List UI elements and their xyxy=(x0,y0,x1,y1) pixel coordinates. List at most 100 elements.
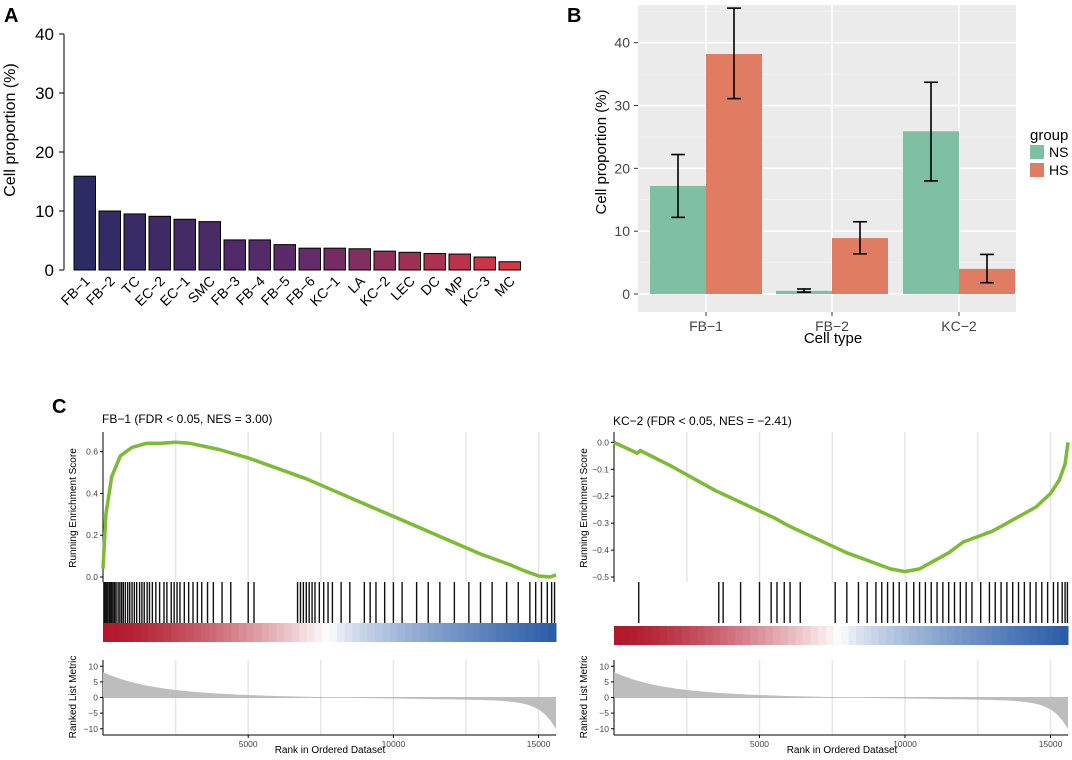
gsea-fb1-y2-label: Ranked List Metric xyxy=(68,656,79,739)
gsea-fb1-x-label: Rank in Ordered Dataset xyxy=(275,745,386,756)
gsea-rank-color-segment xyxy=(999,626,1008,645)
gsea-rank-color-segment xyxy=(170,623,179,642)
gsea-rank-color-segment xyxy=(644,626,653,645)
gsea-rank-color-segment xyxy=(503,623,512,642)
gsea-rank-color-segment xyxy=(810,626,819,645)
panel-a-bar xyxy=(473,256,496,271)
gsea-rank-color-segment xyxy=(893,626,903,645)
gsea-rank-color-segment xyxy=(163,623,172,642)
panel-a-bar xyxy=(423,252,446,271)
panel-a-bar xyxy=(323,247,346,271)
gsea-rank-color-segment xyxy=(359,623,368,642)
gsea-score-y-tick-label: −0.1 xyxy=(592,464,609,474)
gsea-score-y-tick-label: −0.4 xyxy=(592,545,609,555)
gsea-rank-color-segment xyxy=(133,623,142,642)
gsea-rank-color-segment xyxy=(795,626,804,645)
panel-a-y-tick-label: 40 xyxy=(35,25,54,44)
gsea-rank-color-segment xyxy=(984,626,993,645)
gsea-rank-color-segment xyxy=(651,626,660,645)
panel-b-y-tick-label: 20 xyxy=(614,160,630,176)
panel-a-bar xyxy=(98,210,121,271)
panel-a-x-tick-label: DC xyxy=(417,273,443,299)
gsea-rank-color-segment xyxy=(750,626,759,645)
gsea-rank-color-segment xyxy=(992,626,1001,645)
gsea-rank-color-segment xyxy=(621,626,630,645)
panel-a-bar xyxy=(223,239,246,271)
gsea-kc2-title: KC−2 (FDR < 0.05, NES = −2.41) xyxy=(613,414,792,428)
gsea-rank-color-segment xyxy=(201,623,210,642)
gsea-score-y-tick-label: −0.3 xyxy=(592,518,609,528)
gsea-rank-color-segment xyxy=(533,623,542,642)
gsea-rank-color-segment xyxy=(878,626,887,645)
gsea-rank-color-segment xyxy=(1037,626,1046,645)
gsea-rank-color-segment xyxy=(223,623,232,642)
gsea-rank-color-segment xyxy=(666,626,676,645)
panel-a-bar xyxy=(148,215,171,271)
gsea-rank-color-segment xyxy=(848,626,857,645)
gsea-rank-color-segment xyxy=(344,623,353,642)
panel-a-bar xyxy=(173,218,196,271)
panel-label-c: C xyxy=(52,396,66,418)
gsea-x-tick-label: 10000 xyxy=(382,739,406,749)
gsea-rank-color-segment xyxy=(689,626,698,645)
gsea-rank-color-segment xyxy=(103,623,112,642)
gsea-rank-color-segment xyxy=(306,623,315,642)
gsea-rank-color-segment xyxy=(735,626,744,645)
gsea-rank-color-segment xyxy=(909,626,918,645)
gsea-metric-y-tick-label: 10 xyxy=(600,661,610,671)
gsea-score-y-tick-label: 0.2 xyxy=(86,530,98,540)
gsea-rank-color-segment xyxy=(946,626,955,645)
panel-b-y-axis-label: Cell proportion (%) xyxy=(593,89,610,214)
gsea-rank-color-segment xyxy=(1007,626,1016,645)
gsea-rank-color-segment xyxy=(727,626,736,645)
gsea-rank-color-segment xyxy=(480,623,489,642)
gsea-metric-y-tick-label: 0 xyxy=(93,693,98,703)
gsea-rank-color-segment xyxy=(788,626,797,645)
gsea-metric-y-tick-label: 5 xyxy=(604,677,609,687)
gsea-metric-y-tick-label: −5 xyxy=(599,708,609,718)
panel-a-x-tick-label: LEC xyxy=(387,273,418,304)
panel-b-y-tick-label: 10 xyxy=(614,223,630,239)
gsea-score-y-tick-label: −0.5 xyxy=(592,572,609,582)
gsea-rank-color-segment xyxy=(118,623,127,642)
panel-a-bar xyxy=(448,253,471,271)
gsea-ranked-metric-area xyxy=(103,672,556,730)
panel-a-x-tick-label: FB−2 xyxy=(83,273,118,308)
panel-a-y-tick-label: 30 xyxy=(35,84,54,103)
gsea-rank-color-segment xyxy=(765,626,774,645)
panel-a-bar xyxy=(123,213,146,271)
gsea-rank-color-segment xyxy=(405,623,414,642)
gsea-rank-color-segment xyxy=(284,623,293,642)
gsea-score-y-tick-label: −0.2 xyxy=(592,491,609,501)
gsea-rank-color-segment xyxy=(742,626,751,645)
gsea-x-tick-label: 15000 xyxy=(1039,739,1063,749)
gsea-rank-color-segment xyxy=(886,626,895,645)
gsea-rank-color-segment xyxy=(238,623,247,642)
gsea-rank-color-segment xyxy=(674,626,683,645)
gsea-score-y-tick-label: 0.0 xyxy=(86,572,98,582)
gsea-rank-color-segment xyxy=(382,623,391,642)
gsea-rank-color-segment xyxy=(450,623,459,642)
gsea-rank-color-segment xyxy=(276,623,285,642)
gsea-score-y-tick-label: 0.4 xyxy=(86,488,98,498)
gsea-rank-color-segment xyxy=(636,626,645,645)
gsea-rank-color-segment xyxy=(186,623,195,642)
gsea-rank-color-segment xyxy=(704,626,713,645)
gsea-rank-color-segment xyxy=(1052,626,1061,645)
panel-a-bar xyxy=(198,221,221,271)
gsea-rank-color-segment xyxy=(472,623,481,642)
gsea-rank-color-segment xyxy=(314,623,323,642)
gsea-rank-color-segment xyxy=(261,623,270,642)
gsea-x-tick-label: 5000 xyxy=(750,739,769,749)
gsea-metric-y-tick-label: 10 xyxy=(89,661,99,671)
gsea-rank-color-segment xyxy=(548,623,557,642)
gsea-rank-color-segment xyxy=(1030,626,1039,645)
panel-a-x-tick-label: KC−3 xyxy=(457,273,494,310)
gsea-rank-color-segment xyxy=(254,623,263,642)
gsea-kc2-y2-label: Ranked List Metric xyxy=(579,656,590,739)
gsea-metric-y-tick-label: −10 xyxy=(84,724,99,734)
panel-b-y-tick-label: 40 xyxy=(614,35,630,51)
panel-c-gsea-kc2: KC−2 (FDR < 0.05, NES = −2.41) Running E… xyxy=(579,414,1070,756)
panel-b-x-tick-label: FB−1 xyxy=(689,318,723,334)
